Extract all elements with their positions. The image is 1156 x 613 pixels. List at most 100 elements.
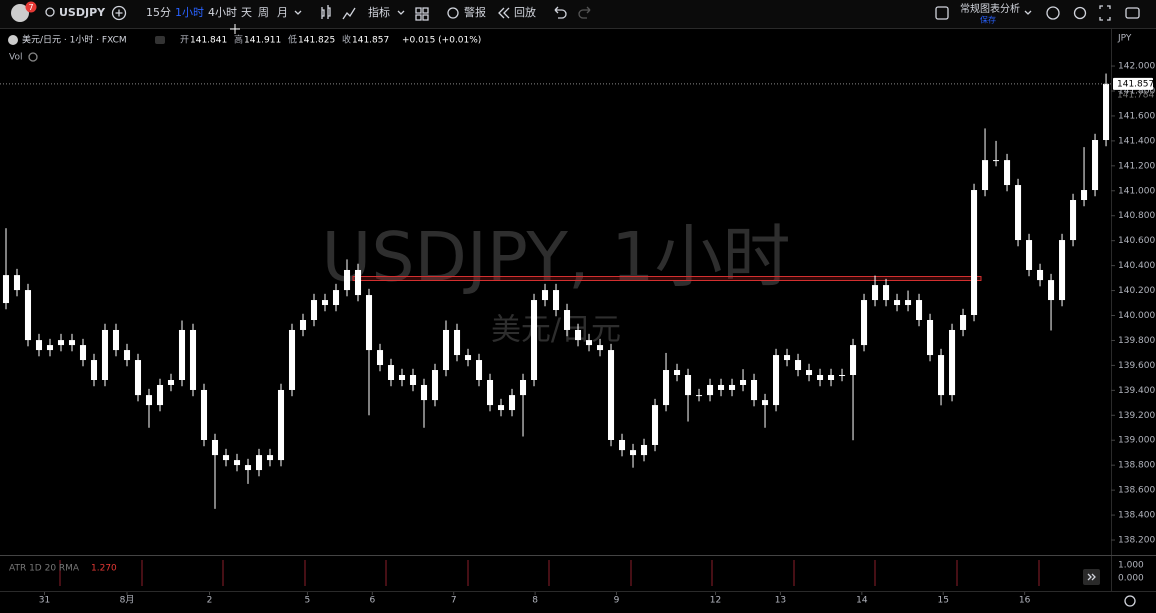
layout-dropdown[interactable] [1024,10,1032,15]
volume-hidden-icon[interactable] [28,52,38,62]
undo[interactable] [554,6,567,19]
layout-icon[interactable] [935,6,949,20]
candle-body [497,405,505,411]
y-tick-label: 138.200 [1118,536,1155,546]
save[interactable]: 保存 [980,15,996,25]
indicators[interactable]: 指标 [368,5,390,19]
candle-body [464,355,472,361]
interval-active[interactable]: 1小时 [175,6,204,19]
candle-body [420,384,428,401]
candle-body [398,375,406,380]
alert-icon[interactable] [447,7,459,19]
alert[interactable]: 警报 [464,5,486,19]
y-tick-label: 142.000 [1118,62,1155,72]
candle-body [762,400,769,406]
indicators-dropdown[interactable] [397,10,405,15]
legend-label: 收 [342,34,351,46]
candle-body [409,375,417,385]
candle-body [916,300,923,321]
x-tick-label: 8月 [120,595,135,606]
candle-body [960,315,967,330]
avatar[interactable] [11,4,29,22]
add-symbol[interactable] [111,5,127,21]
candle-body [200,389,208,440]
candle-body [134,360,142,396]
candle-body [850,345,857,376]
candle-body [938,355,945,396]
y-tick-label: 141.600 [1118,111,1155,121]
candle-body [585,340,593,346]
layout-name[interactable]: 常规图表分析 [960,2,1020,15]
y-tick-label: 138.800 [1118,461,1155,471]
candle-body [167,379,175,385]
candle-body [299,320,307,330]
y-tick-label: 141.800 [1118,86,1155,96]
quick-search[interactable] [1046,6,1060,20]
candle-body [255,455,263,471]
fullscreen[interactable] [1099,5,1111,21]
candle-body [288,329,296,390]
rectangle-drawing[interactable] [352,276,982,281]
chart-type-icon[interactable] [321,5,331,19]
screenshot[interactable] [1125,7,1140,19]
candle-body [101,329,109,380]
interval[interactable]: 月 [277,6,288,19]
candle-body [145,395,153,406]
y-tick-label: 140.000 [1118,311,1155,321]
atr-axis-label: 1.000 [1118,561,1144,571]
candle-body [46,345,54,351]
last-price-label: 141.857 [1117,79,1154,89]
badge-count: 7 [28,3,33,12]
candle-body [442,329,450,371]
replay-icon[interactable] [498,7,510,19]
candle-body [24,290,32,341]
axis-settings[interactable] [1124,595,1136,607]
candle-body [343,269,351,291]
candle-body [607,350,615,440]
badge [25,1,37,13]
candle-body [684,375,692,396]
candle-body [178,329,186,380]
candle-body [872,285,879,301]
candle-body [695,395,703,397]
search-icon[interactable] [45,7,55,17]
y-tick-label: 141.000 [1118,186,1155,196]
candle-body [222,455,230,461]
interval[interactable]: 4小时 [208,6,237,19]
candle-body [806,370,813,376]
candle-body [431,370,439,401]
candle-body [233,460,241,466]
interval[interactable]: 15分 [146,6,171,19]
indicators-icon[interactable] [342,7,356,20]
replay[interactable]: 回放 [514,5,536,19]
y-tick-label: 141.200 [1118,161,1155,171]
legend-toggle[interactable] [155,36,165,44]
redo[interactable] [578,6,591,19]
candle-body [156,384,164,406]
candle-body [1026,240,1033,270]
legend-label: 开 [180,35,189,46]
candle-body [310,300,318,321]
candle-body [321,300,329,306]
candle-body [541,290,549,301]
interval-dropdown[interactable] [294,10,302,15]
interval[interactable]: 周 [258,6,269,19]
legend-value: 141.841 [190,36,227,46]
interval[interactable]: 天 [241,6,252,19]
y-tick-label: 139.000 [1118,436,1155,446]
x-tick-label: 14 [856,596,868,606]
candle-body [332,290,340,306]
symbol[interactable]: USDJPY [59,6,106,19]
settings[interactable] [1073,6,1087,20]
candle-body [244,465,252,471]
candle-body [68,340,76,346]
candle-body [773,355,780,406]
candle-body [927,320,934,356]
candle-body [651,405,659,445]
candle-body [905,300,912,306]
x-tick-label: 9 [614,596,620,606]
last-price-tag [1113,77,1153,90]
candle-body [861,300,868,346]
templates-icon[interactable] [415,7,429,21]
